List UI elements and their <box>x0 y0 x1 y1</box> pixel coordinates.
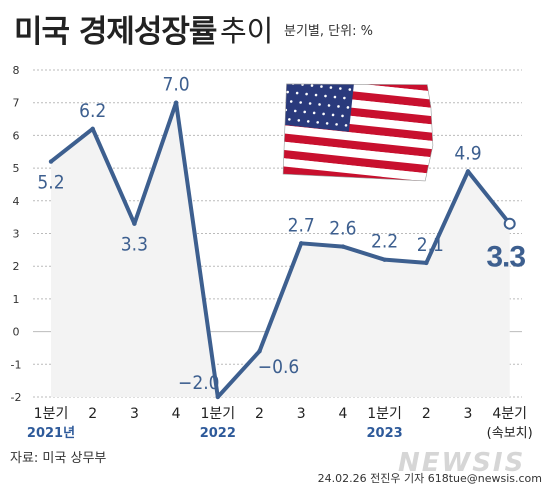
x-tick-label: 1분기 <box>34 406 69 422</box>
data-point <box>299 241 304 246</box>
y-tick-label: 3 <box>13 228 20 241</box>
watermark-logo: NEWSIS <box>398 448 526 478</box>
data-label: 2.7 <box>288 214 315 236</box>
axis-labels: 8 7 6 5 4 3 2 1 0 -1 -2 1분기 2 3 4 1분기 2 3 4 1분기 2 3 4분기 2021년 20… <box>11 64 533 441</box>
x-tick-label: 2 <box>88 406 97 422</box>
x-tick-label: 2 <box>255 406 264 422</box>
x-tick-label: 1분기 <box>367 406 402 422</box>
y-tick-label: 1 <box>13 293 20 306</box>
us-flag-icon <box>277 70 440 190</box>
y-tick-label: -1 <box>11 358 22 371</box>
data-label: −2.0 <box>178 372 220 394</box>
y-tick-label: 6 <box>13 129 20 142</box>
x-tick-label: 1분기 <box>200 406 235 422</box>
data-point <box>215 394 220 400</box>
y-tick-label: 2 <box>13 260 20 273</box>
y-tick-label: 5 <box>13 162 20 175</box>
series-line <box>49 100 512 399</box>
y-tick-label: 7 <box>13 97 20 110</box>
x-tick-label: 4 <box>338 406 347 422</box>
data-label: 5.2 <box>37 172 64 194</box>
data-point <box>257 349 262 354</box>
data-label: 2.6 <box>329 218 356 240</box>
data-label: 3.3 <box>486 241 525 274</box>
data-point <box>424 260 429 266</box>
area-fill <box>51 102 510 397</box>
data-label: 3.3 <box>121 234 148 256</box>
year-label: 2021년 <box>27 426 75 441</box>
y-tick-label: 8 <box>13 64 20 77</box>
data-label: 2.1 <box>417 234 444 256</box>
x-tick-label: 4 <box>172 406 181 422</box>
year-label: 2022 <box>200 426 236 441</box>
data-label: −0.6 <box>258 356 300 378</box>
source-note: 자료: 미국 상무부 <box>10 451 107 466</box>
final-note: (속보치) <box>487 426 533 441</box>
y-tick-label: 4 <box>13 195 20 208</box>
unit-note: 분기별, 단위: % <box>284 24 373 39</box>
data-point <box>465 169 471 174</box>
chart-subtitle: 추이 <box>220 14 274 48</box>
data-point <box>340 244 346 249</box>
x-tick-label: 4분기 <box>492 406 527 422</box>
data-point <box>48 159 54 164</box>
data-label: 4.9 <box>454 142 481 164</box>
credit-line: 24.02.26 전진우 기자 618tue@newsis.com <box>317 472 542 485</box>
x-tick-label: 2 <box>422 406 431 422</box>
data-point <box>90 126 95 132</box>
data-point <box>382 257 387 262</box>
x-tick-label: 3 <box>297 406 306 422</box>
chart-title: 미국 경제성장률 <box>14 14 217 50</box>
data-marks: 5.2 6.2 3.3 7.0 −2.0 −0.6 2.7 2.6 2.2 2.1 4.9 3.3 <box>37 74 526 400</box>
x-tick-label: 3 <box>130 406 139 422</box>
data-point <box>173 100 179 105</box>
y-tick-label: 0 <box>13 326 20 339</box>
y-tick-label: -2 <box>11 391 22 404</box>
year-label: 2023 <box>367 426 403 441</box>
data-point <box>503 217 516 230</box>
data-label: 7.0 <box>163 74 190 96</box>
x-tick-label: 3 <box>464 406 473 422</box>
data-label: 2.2 <box>371 231 398 253</box>
data-label: 6.2 <box>79 100 106 122</box>
data-point <box>132 221 137 226</box>
